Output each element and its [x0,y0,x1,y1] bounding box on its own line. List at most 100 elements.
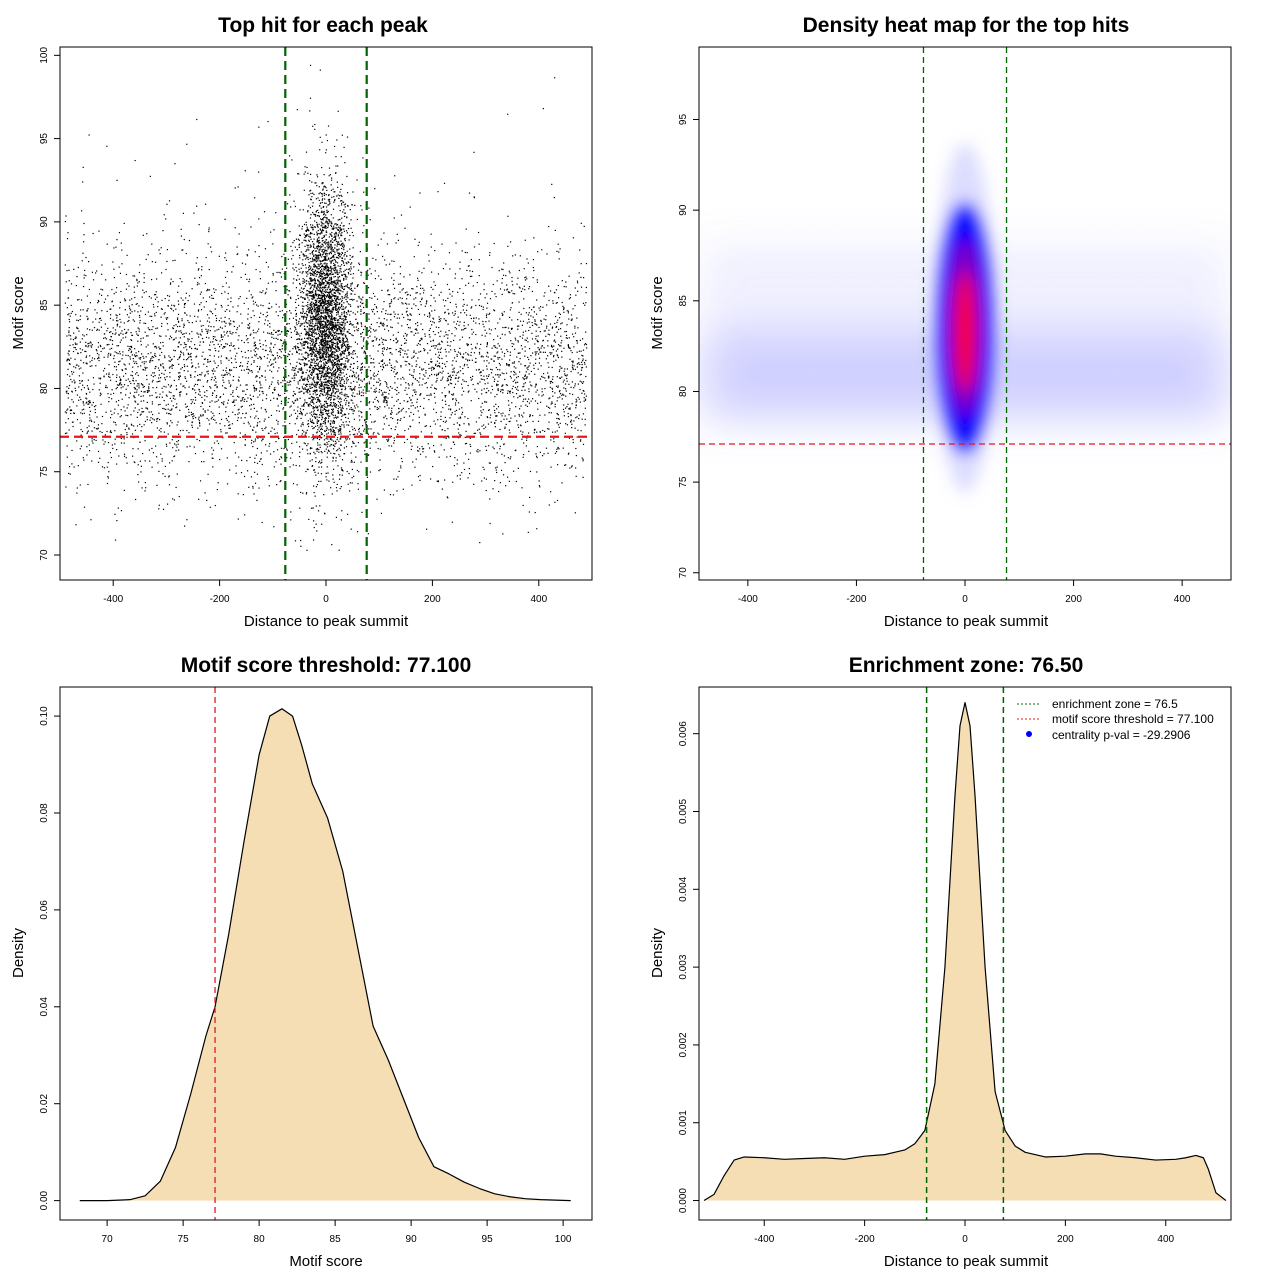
scatter-point [269,443,271,445]
scatter-point [68,334,70,336]
scatter-point [172,405,174,407]
scatter-point [132,377,134,379]
scatter-point [524,279,527,281]
scatter-point [240,472,243,474]
scatter-point [266,357,269,359]
scatter-point [376,311,378,313]
scatter-point [331,308,333,310]
scatter-point [153,332,155,334]
scatter-point [111,343,114,345]
scatter-point [445,403,447,406]
scatter-point [444,311,446,313]
scatter-point [437,348,439,350]
scatter-point [336,342,338,344]
scatter-point [76,299,79,301]
scatter-point [497,351,499,353]
scatter-point [298,254,301,257]
scatter-point [253,388,256,390]
scatter-point [409,327,411,329]
scatter-point [328,377,330,379]
scatter-point [114,443,116,445]
scatter-point [462,292,464,294]
scatter-point [283,314,285,316]
scatter-point [559,248,561,250]
scatter-point [390,364,392,367]
scatter-point [265,261,267,264]
scatter-point [381,352,383,355]
scatter-point [508,391,511,393]
scatter-point [553,360,555,363]
scatter-point [209,330,211,332]
scatter-point [297,238,299,240]
scatter-point [148,386,150,388]
scatter-point [119,416,121,418]
scatter-point [68,429,70,431]
scatter-point [585,343,588,346]
scatter-point [395,373,397,375]
scatter-point [519,395,522,397]
scatter-point [136,285,138,287]
scatter-point [463,325,465,327]
scatter-point [433,450,435,452]
scatter-point [277,405,279,407]
scatter-point [456,475,458,477]
scatter-point [196,348,198,350]
scatter-point [334,191,336,193]
scatter-point [430,393,432,395]
scatter-point [212,368,215,370]
scatter-point [221,402,223,404]
scatter-point [506,476,509,478]
scatter-point [514,415,516,417]
scatter-point [415,292,417,294]
scatter-point [562,305,564,307]
scatter-point [257,417,259,420]
scatter-point [369,297,371,299]
scatter-point [516,283,518,285]
scatter-point [72,350,75,353]
scatter-point [550,491,552,493]
scatter-point [358,410,360,412]
scatter-point [110,353,112,355]
scatter-point [83,241,85,243]
scatter-point [404,429,406,432]
scatter-point [111,301,113,303]
scatter-point [214,362,216,364]
scatter-point [160,272,163,274]
scatter-point [134,429,136,431]
scatter-point [473,317,475,319]
scatter-point [418,384,421,386]
scatter-point [356,284,359,287]
scatter-point [360,323,363,325]
scatter-point [406,356,408,358]
scatter-point [70,283,73,285]
scatter-point [172,327,174,329]
scatter-point [188,295,191,297]
scatter-point [383,399,385,401]
scatter-point [489,298,492,300]
scatter-point [333,452,335,455]
scatter-point [315,460,317,463]
scatter-point [249,370,251,372]
scatter-point [164,297,166,300]
scatter-point [410,331,412,333]
scatter-point [220,360,222,362]
scatter-point [187,320,189,322]
scatter-point [365,424,368,426]
scatter-point [580,361,583,363]
scatter-point [259,356,261,358]
scatter-point [237,186,239,188]
scatter-point [397,331,399,333]
scatter-point [401,289,403,291]
scatter-point [523,442,525,444]
scatter-point [67,314,69,316]
scatter-point [173,325,175,327]
scatter-point [115,287,118,289]
scatter-point [139,264,141,266]
scatter-point [565,337,567,339]
scatter-point [210,378,212,381]
scatter-point [105,385,107,387]
scatter-point [546,405,548,407]
scatter-point [550,353,552,355]
scatter-point [362,296,364,298]
scatter-point [305,492,308,494]
